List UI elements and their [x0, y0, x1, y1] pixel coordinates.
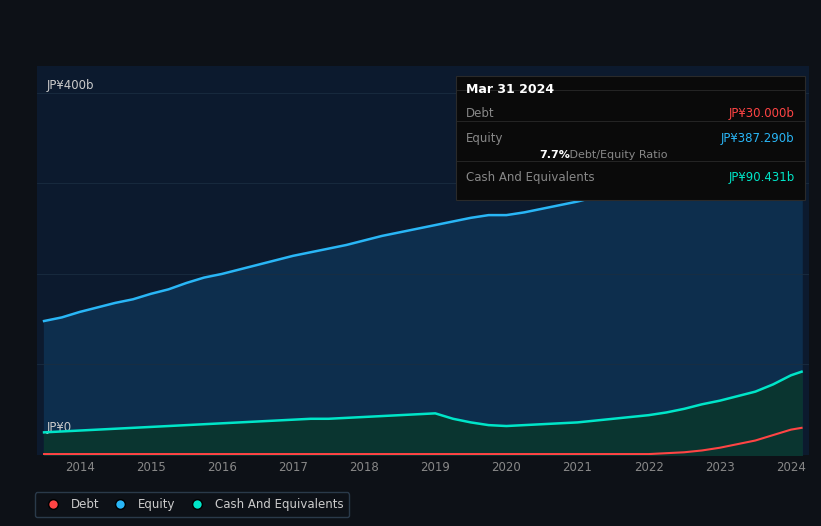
Text: Cash And Equivalents: Cash And Equivalents: [466, 171, 594, 184]
Text: Equity: Equity: [466, 132, 503, 145]
Text: JP¥387.290b: JP¥387.290b: [721, 132, 795, 145]
Text: Debt/Equity Ratio: Debt/Equity Ratio: [566, 150, 667, 160]
Text: Debt: Debt: [466, 107, 494, 120]
Text: JP¥0: JP¥0: [46, 421, 71, 433]
Text: JP¥90.431b: JP¥90.431b: [728, 171, 795, 184]
Legend: Debt, Equity, Cash And Equivalents: Debt, Equity, Cash And Equivalents: [35, 492, 349, 517]
Text: JP¥400b: JP¥400b: [46, 79, 94, 93]
Text: JP¥30.000b: JP¥30.000b: [729, 107, 795, 120]
Text: Mar 31 2024: Mar 31 2024: [466, 83, 553, 96]
Text: 7.7%: 7.7%: [539, 150, 571, 160]
